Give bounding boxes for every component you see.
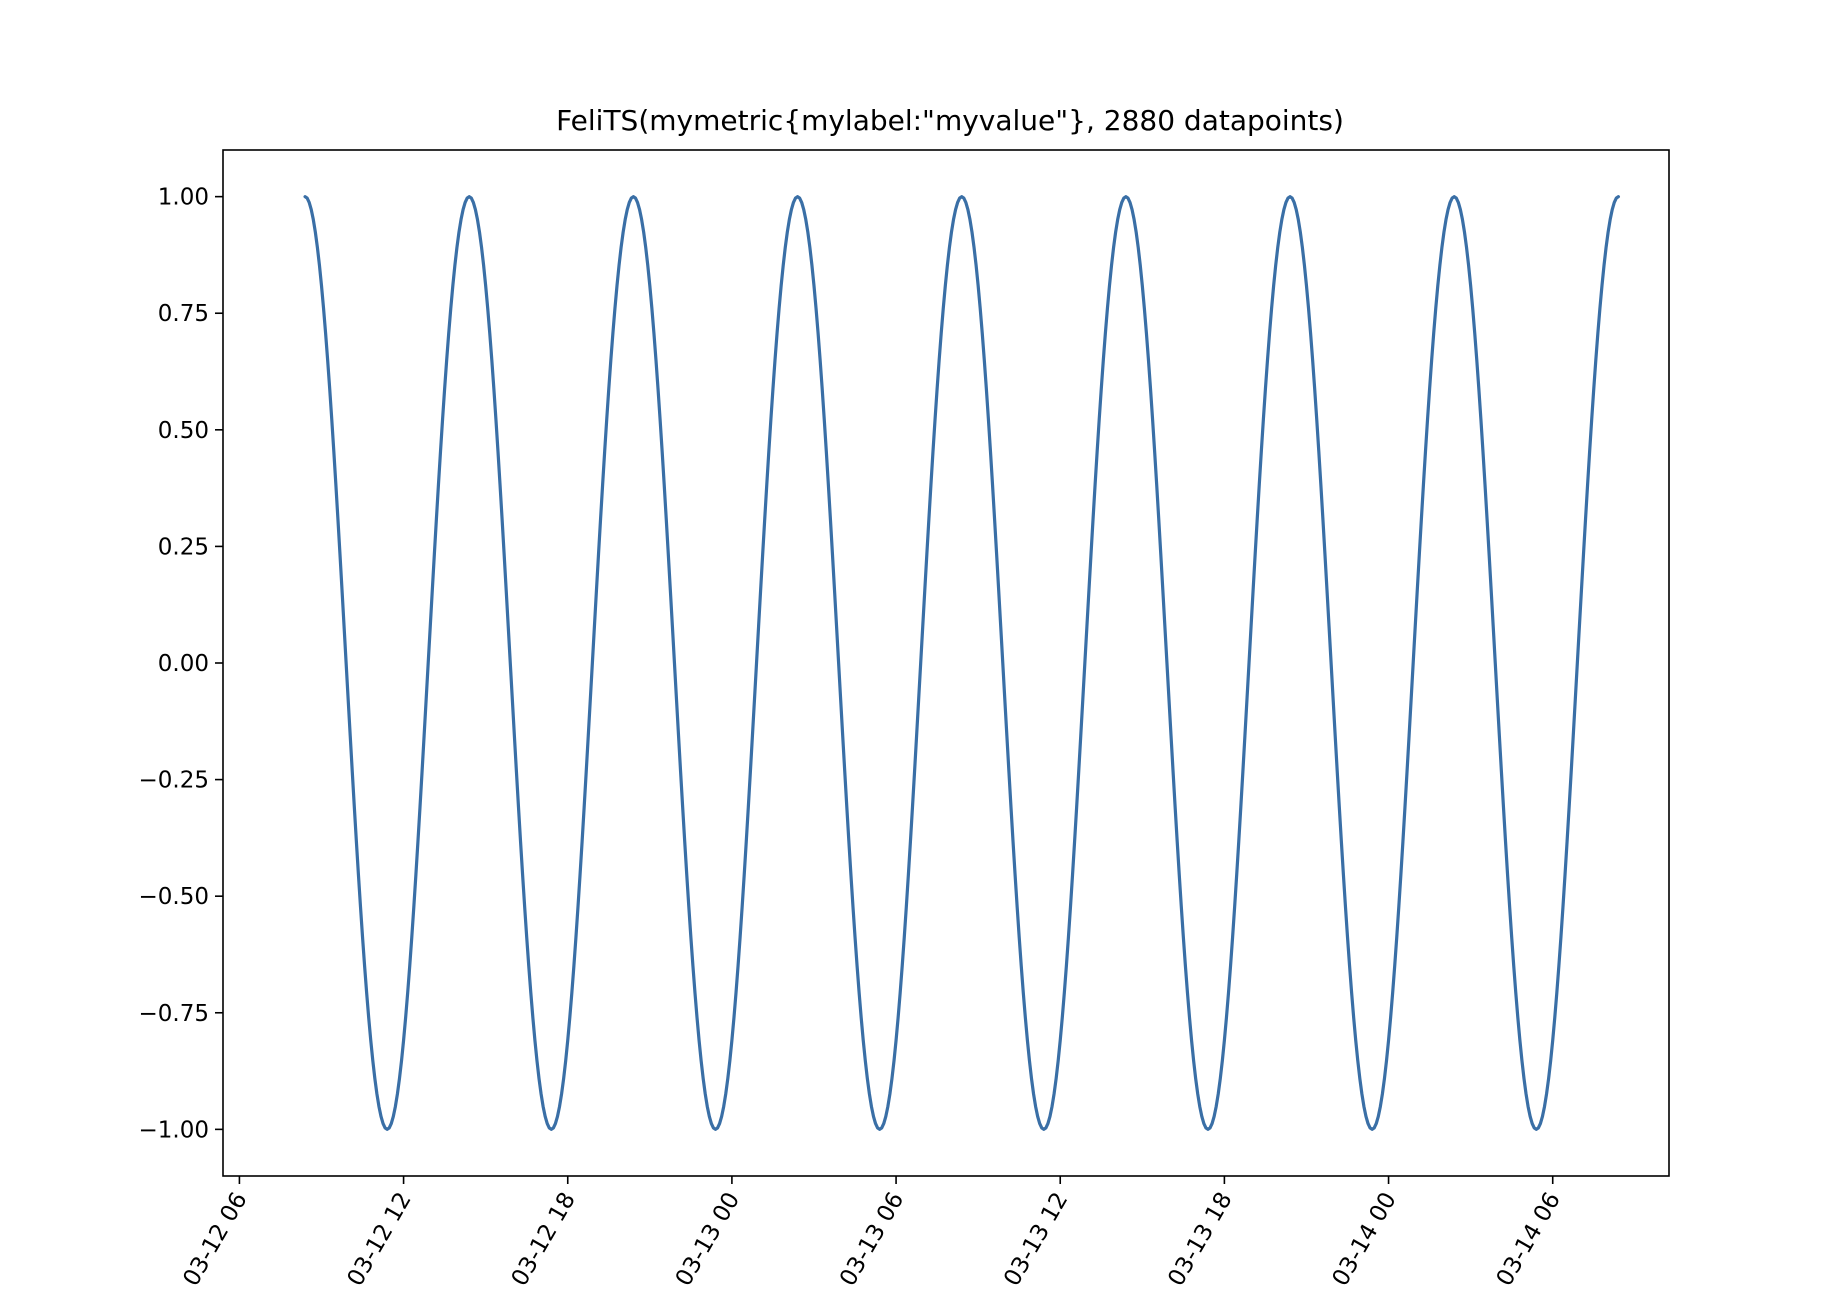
x-tick-label: 03-12 18 [507, 1188, 581, 1291]
series-layer [303, 195, 1620, 1131]
chart-title: FeliTS(mymetric{mylabel:"myvalue"}, 2880… [556, 104, 1344, 137]
x-tick-label: 03-13 12 [999, 1188, 1073, 1291]
x-tick-label: 03-14 00 [1328, 1188, 1402, 1291]
y-tick-label: −0.75 [139, 1001, 209, 1027]
plot-area-frame [222, 149, 1670, 1177]
y-tick-label: 0.75 [158, 301, 209, 327]
y-axis: 1.00 0.75 0.50 0.25 0.00 −0.25 −0.50 −0.75 −1.00 [139, 185, 223, 1143]
y-tick-label: 0.25 [158, 534, 209, 560]
y-tick-label: −0.25 [139, 768, 209, 794]
y-tick-label: −0.50 [139, 884, 209, 910]
x-tick-label: 03-13 00 [671, 1188, 745, 1291]
x-tick-label: 03-12 12 [343, 1188, 417, 1291]
y-tick-label: 0.50 [158, 418, 209, 444]
y-tick-label: −1.00 [139, 1117, 209, 1143]
x-axis: 03-12 06 03-12 12 03-12 18 03-13 00 03-13 06… [178, 1176, 1566, 1291]
x-tick-label: 03-13 06 [835, 1188, 909, 1291]
x-tick-label: 03-12 06 [178, 1188, 252, 1291]
x-tick-label: 03-13 18 [1163, 1188, 1237, 1291]
y-tick-label: 0.00 [158, 651, 209, 677]
x-tick-label: 03-14 06 [1492, 1188, 1566, 1291]
y-tick-label: 1.00 [158, 185, 209, 211]
series-line [303, 195, 1620, 1131]
